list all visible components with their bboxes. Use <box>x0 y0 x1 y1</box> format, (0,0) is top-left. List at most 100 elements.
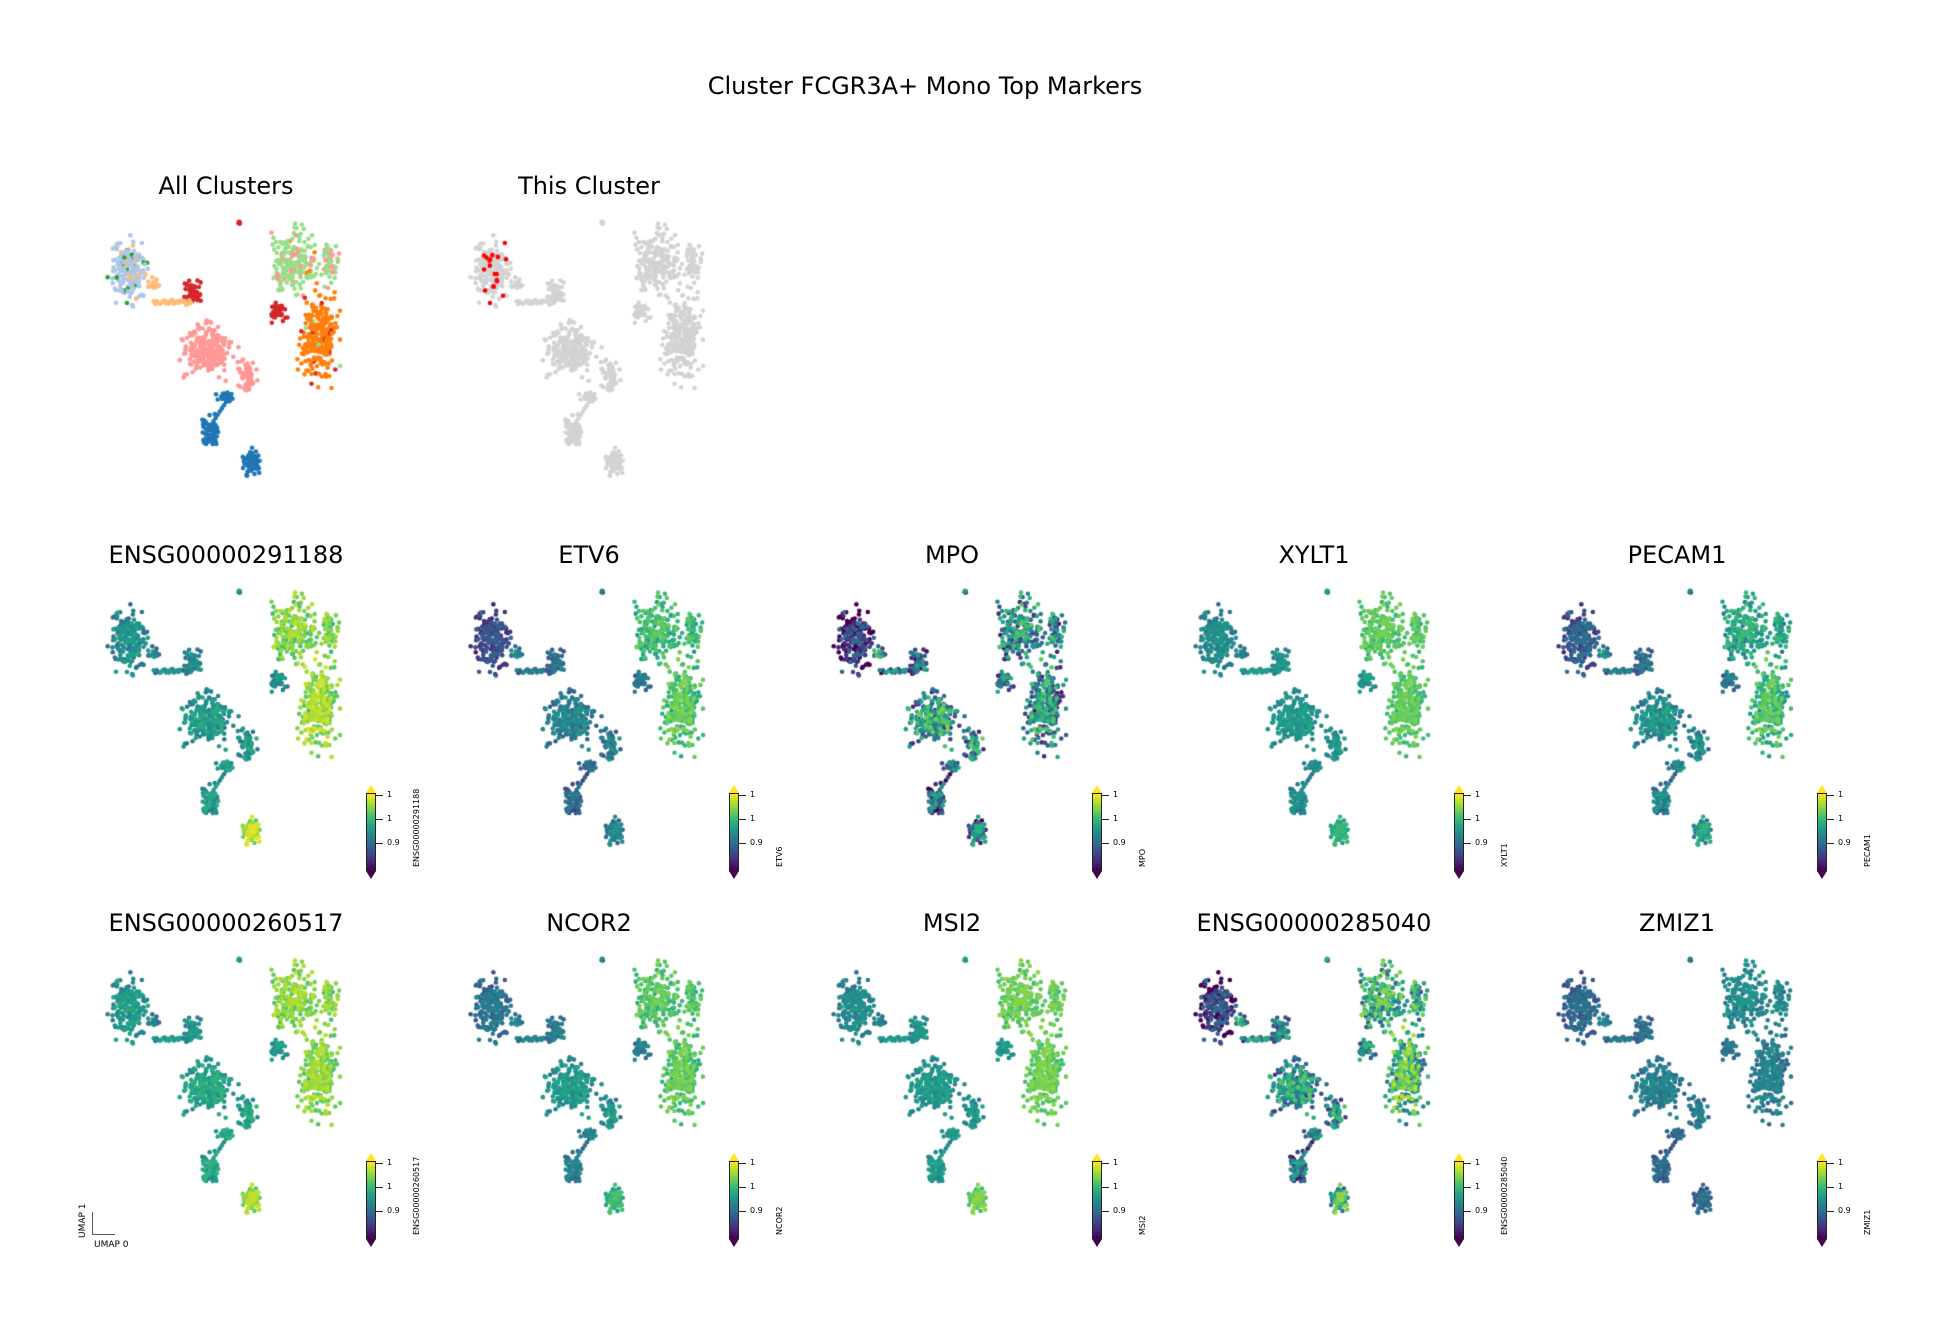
panel-title: ETV6 <box>558 541 620 569</box>
colorbar-tick <box>739 1187 746 1188</box>
colorbar-label: PECAM1 <box>1863 834 1872 867</box>
colorbar-tick <box>739 1163 746 1164</box>
colorbar-tick-label: 1 <box>387 1158 393 1167</box>
colorbar-tick <box>1827 843 1834 844</box>
colorbar-min-extend <box>366 871 376 879</box>
colorbar <box>1092 1161 1102 1239</box>
panel-title: ENSG00000285040 <box>1196 909 1432 937</box>
panel-title: NCOR2 <box>546 909 632 937</box>
colorbar <box>1454 793 1464 871</box>
colorbar-tick <box>376 1187 383 1188</box>
colorbar-min-extend <box>1092 871 1102 879</box>
colorbar <box>729 1161 739 1239</box>
colorbar-tick <box>1464 1211 1471 1212</box>
colorbar-max-extend <box>1454 785 1464 793</box>
colorbar-tick-label: 1 <box>1113 814 1119 823</box>
colorbar-min-extend <box>1092 1239 1102 1247</box>
colorbar-label: ETV6 <box>775 846 784 867</box>
umap-scatter-points <box>454 581 724 856</box>
colorbar-tick-label: 1 <box>750 790 756 799</box>
colorbar-label: XYLT1 <box>1500 843 1509 867</box>
colorbar-max-extend <box>1454 1153 1464 1161</box>
umap-scatter-points <box>91 212 361 487</box>
umap-scatter-points <box>1179 949 1449 1224</box>
colorbar-min-extend <box>729 871 739 879</box>
colorbar-max-extend <box>1092 785 1102 793</box>
colorbar-tick-label: 0.9 <box>1113 1206 1126 1215</box>
colorbar-tick-label: 0.9 <box>1113 838 1126 847</box>
umap-axis-indicator <box>92 1212 115 1235</box>
panel-title: MSI2 <box>922 909 982 937</box>
colorbar-max-extend <box>729 785 739 793</box>
colorbar-tick <box>739 819 746 820</box>
umap-scatter-points <box>454 949 724 1224</box>
colorbar-label: MPO <box>1138 848 1147 867</box>
umap-panel-pecam1: PECAM1 1 1 0.9 PECAM1 <box>1527 541 1872 901</box>
colorbar-max-extend <box>366 785 376 793</box>
umap-scatter-points <box>817 581 1087 856</box>
colorbar-tick-label: 1 <box>1838 814 1844 823</box>
colorbar-tick-label: 0.9 <box>1838 1206 1851 1215</box>
panel-title: ENSG00000260517 <box>108 909 344 937</box>
colorbar-tick-label: 1 <box>387 1182 393 1191</box>
umap-panel-msi2: MSI2 1 1 0.9 MSI2 <box>802 909 1147 1269</box>
colorbar-min-extend <box>729 1239 739 1247</box>
colorbar-tick <box>376 1163 383 1164</box>
colorbar-tick-label: 1 <box>750 1182 756 1191</box>
colorbar-tick <box>1827 1163 1834 1164</box>
umap-panel-ensg00000260517: ENSG00000260517 1 1 0.9 ENSG00000260517 <box>76 909 421 1269</box>
colorbar-tick <box>376 843 383 844</box>
colorbar-tick-label: 1 <box>1838 1182 1844 1191</box>
colorbar-min-extend <box>1454 1239 1464 1247</box>
colorbar-label: ZMIZ1 <box>1863 1209 1872 1235</box>
colorbar-tick <box>1102 795 1109 796</box>
umap-panel-this-cluster: This Cluster <box>439 172 739 532</box>
colorbar-tick <box>1464 819 1471 820</box>
colorbar-tick <box>1102 1163 1109 1164</box>
umap-scatter-points <box>1542 581 1812 856</box>
colorbar-min-extend <box>1454 871 1464 879</box>
colorbar-label: ENSG00000291188 <box>412 788 421 867</box>
colorbar-tick-label: 1 <box>387 814 393 823</box>
colorbar-tick <box>1827 1187 1834 1188</box>
panel-title: All Clusters <box>158 172 294 200</box>
colorbar-tick <box>376 795 383 796</box>
colorbar-tick <box>376 819 383 820</box>
colorbar-label: ENSG00000260517 <box>412 1156 421 1235</box>
colorbar-tick <box>1464 1163 1471 1164</box>
colorbar-tick-label: 0.9 <box>1838 838 1851 847</box>
umap-panel-mpo: MPO 1 1 0.9 MPO <box>802 541 1147 901</box>
colorbar-tick-label: 1 <box>750 1158 756 1167</box>
colorbar-label: ENSG00000285040 <box>1500 1156 1509 1235</box>
umap-panel-ncor2: NCOR2 1 1 0.9 NCOR2 <box>439 909 784 1269</box>
colorbar-max-extend <box>1817 785 1827 793</box>
umap-y-label: UMAP 1 <box>78 1203 88 1238</box>
colorbar-tick-label: 1 <box>1838 790 1844 799</box>
colorbar-tick <box>1827 819 1834 820</box>
umap-panel-xylt1: XYLT1 1 1 0.9 XYLT1 <box>1164 541 1509 901</box>
umap-x-label: UMAP 0 <box>94 1240 129 1250</box>
colorbar-tick <box>1102 843 1109 844</box>
colorbar-min-extend <box>1817 871 1827 879</box>
colorbar <box>1817 793 1827 871</box>
colorbar-tick-label: 1 <box>1475 1182 1481 1191</box>
colorbar-tick-label: 0.9 <box>1475 838 1488 847</box>
colorbar-tick-label: 1 <box>1113 1182 1119 1191</box>
colorbar <box>1817 1161 1827 1239</box>
colorbar <box>1454 1161 1464 1239</box>
colorbar-min-extend <box>1817 1239 1827 1247</box>
panel-title: ENSG00000291188 <box>108 541 344 569</box>
colorbar-tick-label: 1 <box>1475 1158 1481 1167</box>
colorbar-tick <box>1827 1211 1834 1212</box>
colorbar-tick <box>1102 1211 1109 1212</box>
colorbar-tick-label: 1 <box>1113 1158 1119 1167</box>
umap-scatter-points <box>817 949 1087 1224</box>
colorbar <box>1092 793 1102 871</box>
colorbar-tick <box>1464 1187 1471 1188</box>
colorbar-tick <box>739 1211 746 1212</box>
colorbar-tick <box>1464 795 1471 796</box>
colorbar <box>366 793 376 871</box>
umap-panel-ensg00000291188: ENSG00000291188 1 1 0.9 ENSG00000291188 <box>76 541 421 901</box>
colorbar-tick-label: 1 <box>1838 1158 1844 1167</box>
colorbar-tick <box>1464 843 1471 844</box>
